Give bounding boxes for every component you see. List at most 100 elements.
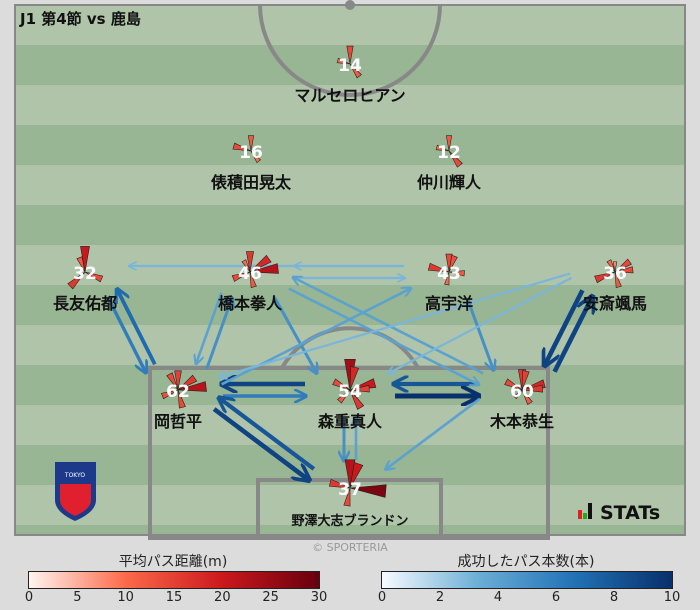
legend-count-title: 成功したパス本数(本) xyxy=(457,554,595,570)
player-number: 60 xyxy=(510,382,534,402)
pass-distance-wedge xyxy=(346,45,354,65)
stats-brand: STATs xyxy=(600,502,660,524)
player-name: 野澤大志ブランドン xyxy=(291,513,408,529)
colorbar-tick: 6 xyxy=(551,590,561,605)
fc-tokyo-logo: TOKYO xyxy=(55,462,96,521)
pass-distance-wedge xyxy=(504,378,523,391)
pass-distance-wedge xyxy=(343,487,351,507)
player-number: 36 xyxy=(603,264,627,284)
colorbar-tick: 0 xyxy=(377,590,387,605)
pass-distance-wedge xyxy=(448,254,458,273)
pass-distance-wedge xyxy=(232,142,252,152)
pass-distance-wedge xyxy=(336,57,351,65)
pass-arrow xyxy=(221,289,410,386)
pass-distance-wedge xyxy=(614,266,634,274)
player-name: 仲川輝人 xyxy=(417,173,482,192)
pass-arrow xyxy=(552,298,592,373)
pitch: 14 マルセロヒアン 16 俵積田晃太 12 仲川輝人 32 長友佑都 46 橋本拳人 43 高宇洋 3… xyxy=(14,0,686,542)
pass-arrow xyxy=(205,299,232,370)
svg-text:TOKYO: TOKYO xyxy=(64,472,85,479)
pass-distance-wedge xyxy=(177,389,186,409)
pass-distance-wedge xyxy=(84,271,104,283)
legend-distance-title: 平均パス距離(m) xyxy=(118,554,228,570)
distance-colorbar xyxy=(28,571,320,589)
pass-arrow xyxy=(220,272,571,377)
pass-distance-wedge xyxy=(247,135,255,152)
pass-distance-wedge xyxy=(435,144,450,152)
pass-distance-wedge xyxy=(614,271,622,288)
pass-distance-wedge xyxy=(513,389,523,400)
pass-distance-wedge xyxy=(241,259,251,273)
colorbar-tick: 4 xyxy=(493,590,503,605)
pass-distance-wedge xyxy=(166,372,179,391)
player-number: 14 xyxy=(338,56,362,76)
player-name: 安斎颯馬 xyxy=(583,294,647,313)
pass-distance-wedge xyxy=(521,389,533,405)
pass-distance-wedge xyxy=(349,384,370,393)
pass-arrow xyxy=(389,276,572,373)
pass-arrow xyxy=(118,290,157,366)
pass-distance-wedge xyxy=(76,256,86,273)
pass-arrow xyxy=(545,289,585,364)
pass-distance-wedge xyxy=(448,270,465,277)
pass-arrow xyxy=(212,407,308,479)
pass-distance-wedge xyxy=(594,271,616,284)
stats-logo: STATs xyxy=(578,502,660,524)
player-name: 長友佑都 xyxy=(53,294,117,313)
colorbar-tick: 5 xyxy=(73,590,82,605)
player-name: 岡哲平 xyxy=(154,412,202,431)
pass-distance-wedge xyxy=(349,366,360,391)
pass-distance-wedge xyxy=(161,389,179,400)
pass-distance-wedge xyxy=(614,258,632,273)
pass-distance-wedge xyxy=(177,381,207,392)
pass-distance-wedge xyxy=(521,370,530,391)
pass-distance-wedge xyxy=(250,150,261,164)
chart-title: J1 第4節 vs 鹿島 xyxy=(19,10,141,28)
count-colorbar xyxy=(381,571,673,589)
pass-distance-wedge xyxy=(612,261,618,273)
pass-distance-wedge xyxy=(332,378,351,391)
pass-distance-wedge xyxy=(427,262,450,273)
colorbar-tick: 10 xyxy=(117,590,134,605)
pass-arrow xyxy=(466,298,494,369)
pass-distance-wedge xyxy=(249,263,279,274)
pass-arrow xyxy=(106,296,145,372)
player-name: 森重真人 xyxy=(318,412,383,431)
player-name: 俵積田晃太 xyxy=(211,173,292,192)
colorbar-tick: 15 xyxy=(165,590,183,605)
colorbar-tick: 10 xyxy=(663,590,681,605)
player-number: 32 xyxy=(73,264,97,284)
pass-distance-wedge xyxy=(349,63,362,79)
player-number: 43 xyxy=(437,264,461,284)
pass-distance-wedge xyxy=(337,389,351,404)
colorbar-tick: 30 xyxy=(310,590,328,605)
colorbar-tick: 8 xyxy=(609,590,619,605)
player-number: 12 xyxy=(437,143,461,163)
pass-distance-wedge xyxy=(177,374,198,391)
pass-distance-wedge xyxy=(246,251,254,273)
player-number: 46 xyxy=(238,264,262,284)
player-name: 高宇洋 xyxy=(425,294,473,313)
pass-distance-wedge xyxy=(67,271,86,290)
pass-distance-wedge xyxy=(521,384,544,393)
pass-distance-wedge xyxy=(349,461,364,489)
player-number: 54 xyxy=(338,382,362,402)
pass-arrow xyxy=(196,292,223,363)
pass-distance-wedge xyxy=(448,150,463,168)
player-name: マルセロヒアン xyxy=(294,86,405,105)
pass-distance-wedge xyxy=(349,484,387,498)
player-number: 16 xyxy=(239,143,263,163)
colorbar-tick: 2 xyxy=(435,590,445,605)
pass-distance-wedge xyxy=(174,370,182,391)
pass-arrow xyxy=(288,287,478,385)
player-name: 橋本拳人 xyxy=(218,294,283,313)
pass-distance-wedge xyxy=(231,271,251,282)
copyright: © SPORTERIA xyxy=(312,541,388,554)
colorbar-tick: 0 xyxy=(24,590,34,605)
pass-distance-wedge xyxy=(249,271,257,288)
colorbar-tick: 25 xyxy=(262,590,279,605)
pass-distance-wedge xyxy=(444,271,450,286)
pass-distance-wedge xyxy=(349,389,365,410)
colorbar-tick: 20 xyxy=(214,590,231,605)
